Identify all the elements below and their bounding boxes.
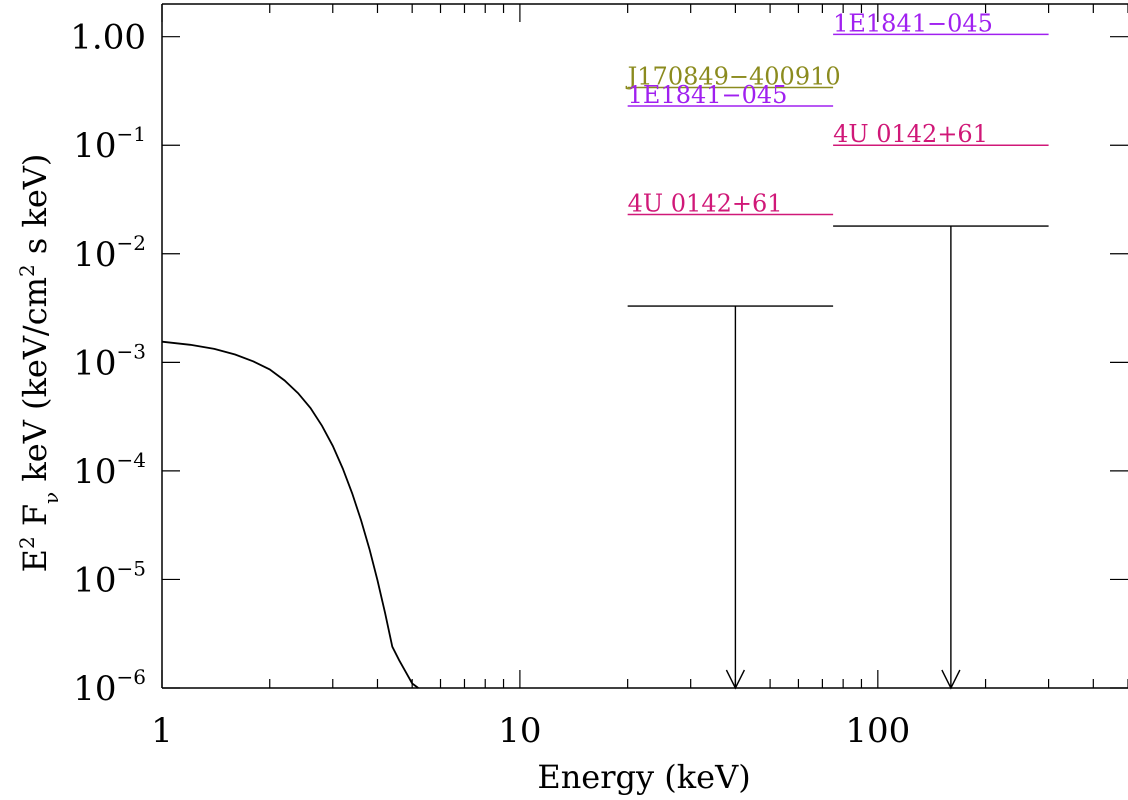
x-tick-label: 100 [845,711,910,751]
axis-ticks [161,4,1128,689]
x-axis-title: Energy (keV) [537,758,750,796]
reference-level-label: 1E1841−045 [833,9,993,37]
spectrum-curve-group [161,340,419,689]
spectrum-curve [161,340,419,689]
y-tick-label: 10−4 [73,448,146,492]
y-tick-label: 10−6 [73,665,146,709]
reference-level-label: J170849−400910 [625,63,841,91]
x-tick-label: 10 [498,711,541,751]
y-tick-label: 10−3 [73,339,146,383]
y-tick-label: 10−2 [73,231,146,275]
y-axis-title: E2 Fν keV (keV/cm2 s keV) [15,154,63,573]
reference-level-label: 4U 0142+61 [628,190,783,218]
upper-limits [627,225,1049,690]
y-tick-label: 10−1 [73,122,146,166]
plot-frame [161,3,1128,689]
upper-limit-arrowhead [725,669,746,690]
upper-limit-arrowhead [941,669,961,690]
reference-level-label: 4U 0142+61 [833,120,988,148]
reference-level-label: 1E1841−045 [628,81,788,109]
y-tick-label: 10−5 [73,556,146,600]
y-tick-label: 1.00 [70,18,146,58]
tick-labels: 1 10 100 1.00 10−1 10−2 10−3 10−4 10−5 10−6 [70,18,910,751]
x-tick-label: 1 [151,711,173,751]
